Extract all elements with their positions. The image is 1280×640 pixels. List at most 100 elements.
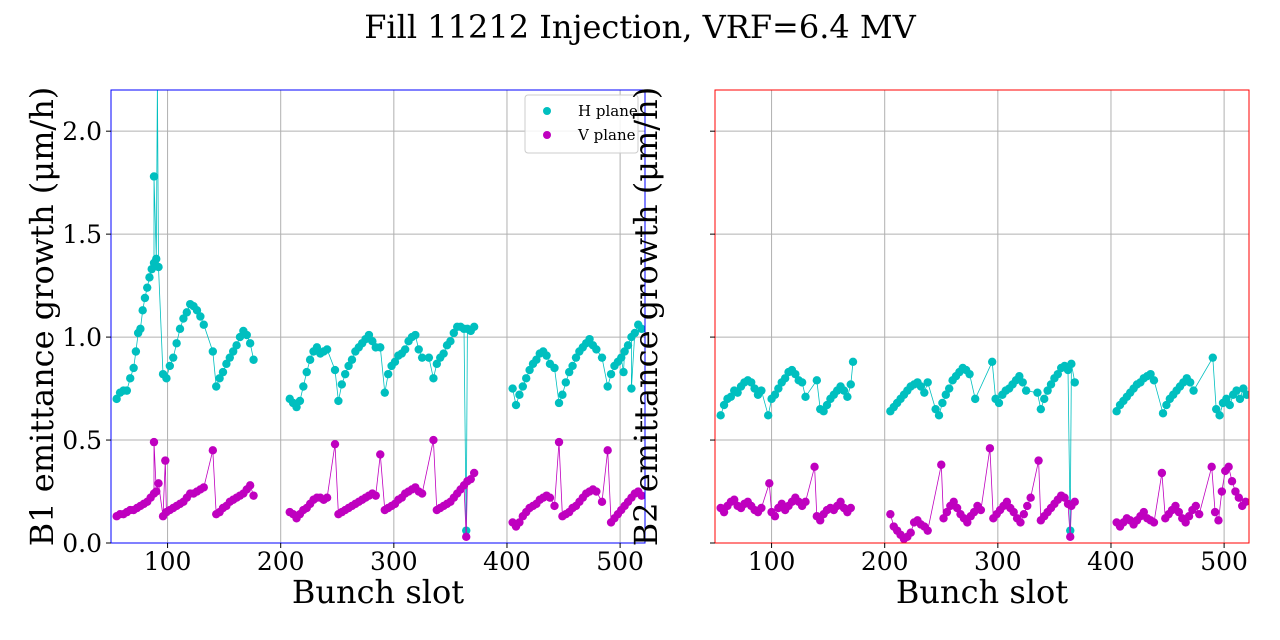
y-tick-label: 1.5	[62, 220, 102, 249]
y-axis-label: B1 emittance growth (μm/h)	[23, 87, 61, 547]
data-point	[145, 273, 154, 282]
data-point	[1016, 518, 1025, 527]
x-axis-label: Bunch slot	[896, 573, 1068, 611]
data-point	[153, 76, 161, 84]
data-point	[129, 363, 138, 373]
x-tick-label: 400	[483, 547, 531, 576]
x-tick-label: 500	[1200, 547, 1248, 576]
data-point	[763, 411, 773, 420]
data-point	[848, 357, 858, 366]
data-point	[169, 353, 178, 362]
data-point	[938, 398, 947, 408]
data-point	[592, 345, 601, 354]
data-point	[1149, 518, 1159, 527]
data-point	[1066, 532, 1075, 542]
data-point	[812, 376, 822, 385]
data-point	[942, 507, 952, 517]
data-point	[208, 446, 218, 455]
data-point	[937, 460, 946, 469]
x-tick-label: 500	[596, 547, 644, 576]
data-point	[1224, 462, 1233, 472]
data-point	[637, 491, 645, 500]
data-point	[1053, 369, 1063, 379]
data-point	[322, 493, 332, 502]
data-point	[801, 497, 810, 507]
data-point	[1210, 507, 1220, 517]
data-point	[242, 330, 251, 340]
data-point	[923, 378, 932, 387]
x-tick-label: 400	[1087, 547, 1135, 576]
data-point	[1149, 376, 1159, 385]
x-tick-label: 200	[257, 547, 305, 576]
data-point	[439, 349, 448, 358]
data-point	[126, 374, 135, 383]
data-point	[750, 384, 759, 393]
data-point	[558, 390, 567, 399]
data-point	[630, 328, 640, 338]
data-point	[1070, 497, 1079, 507]
data-point	[1171, 501, 1180, 511]
data-point	[770, 512, 780, 521]
data-point	[245, 339, 255, 348]
data-point	[1018, 378, 1027, 387]
data-point	[952, 503, 962, 513]
data-point	[225, 353, 234, 362]
data-point	[1232, 386, 1241, 395]
data-point	[371, 491, 380, 500]
data-point	[619, 367, 628, 377]
data-point	[994, 398, 1004, 408]
data-point	[429, 435, 438, 445]
data-point	[469, 468, 479, 478]
data-point	[774, 384, 783, 393]
data-point	[1002, 497, 1012, 507]
plot-area	[112, 76, 645, 542]
data-point	[1033, 388, 1042, 397]
data-point	[1139, 507, 1148, 517]
plot-area	[716, 353, 1249, 543]
data-point	[716, 411, 725, 420]
data-point	[564, 367, 574, 377]
data-point	[1195, 509, 1204, 519]
data-point	[161, 456, 170, 465]
data-point	[212, 382, 221, 391]
data-point	[971, 394, 980, 404]
plot-frame	[714, 89, 1250, 544]
data-point	[1112, 407, 1121, 416]
x-tick-label: 300	[974, 547, 1022, 576]
data-point	[976, 505, 986, 515]
data-point	[245, 481, 255, 490]
data-point	[846, 503, 855, 513]
data-point	[1023, 501, 1032, 511]
data-point	[747, 378, 756, 387]
y-axis-label: B2 emittance growth (μm/h)	[627, 87, 665, 547]
data-point	[376, 450, 385, 459]
data-point	[603, 446, 612, 455]
data-point	[550, 363, 559, 373]
data-point	[414, 345, 423, 354]
data-point	[801, 392, 810, 402]
data-point	[305, 355, 315, 364]
data-point	[199, 483, 208, 492]
data-point	[1185, 378, 1195, 387]
data-point	[819, 407, 828, 416]
data-point	[140, 293, 150, 303]
data-point	[1235, 394, 1245, 404]
data-point	[797, 378, 807, 387]
data-point	[886, 509, 895, 519]
data-point	[623, 341, 633, 350]
data-point	[757, 503, 766, 513]
data-point	[765, 479, 774, 488]
data-point	[822, 400, 832, 410]
data-point	[1227, 477, 1237, 486]
data-point	[1146, 369, 1155, 379]
data-point	[726, 392, 736, 402]
data-point	[1241, 497, 1249, 507]
data-point	[199, 320, 208, 329]
data-point	[136, 324, 145, 334]
data-point	[368, 337, 377, 346]
data-point	[417, 353, 427, 362]
data-point	[597, 497, 607, 507]
data-point	[1234, 493, 1244, 502]
data-point	[969, 507, 979, 517]
data-point	[597, 353, 607, 362]
